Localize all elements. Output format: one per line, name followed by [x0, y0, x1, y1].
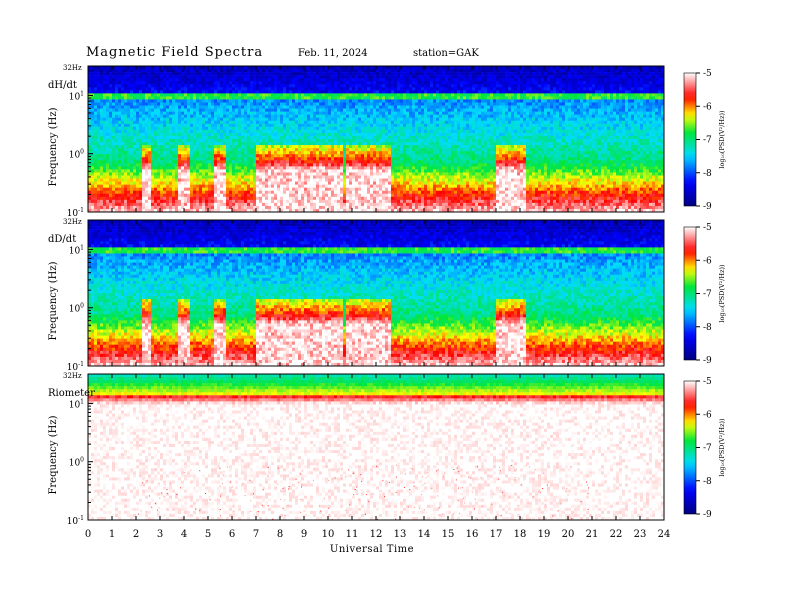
- x-tick-label: 8: [277, 529, 283, 540]
- x-tick-label: 22: [610, 529, 623, 540]
- x-tick-label: 20: [562, 529, 575, 540]
- x-tick-label: 19: [538, 529, 551, 540]
- x-tick-label: 6: [229, 529, 235, 540]
- y-tick-label: 10-1: [67, 515, 84, 527]
- colorbar-tick-label: -6: [703, 102, 712, 112]
- y-tick-label: 100: [69, 303, 84, 315]
- colorbar-tick-label: -9: [703, 510, 712, 520]
- colorbar-gradient: [683, 380, 697, 515]
- colorbar-tick-label: -7: [703, 444, 712, 454]
- colorbar-tick-label: -8: [703, 169, 712, 179]
- colorbar-tick-label: -8: [703, 477, 712, 487]
- y-tick-label: 101: [69, 398, 84, 410]
- x-tick-label: 7: [253, 529, 259, 540]
- colorbar-label: log₁₀(PSD(V²/Hz)): [718, 264, 726, 323]
- y-tick-label: 10-1: [67, 207, 84, 219]
- x-tick-label: 18: [514, 529, 527, 540]
- colorbar-tick-label: -9: [703, 202, 712, 212]
- y-tick-label: 10-1: [67, 361, 84, 373]
- colorbar-tick-label: -9: [703, 356, 712, 366]
- y-axis-label: Frequency (Hz): [48, 415, 59, 494]
- x-tick-label: 15: [442, 529, 455, 540]
- x-tick-label: 5: [205, 529, 211, 540]
- spectrogram-image: [88, 66, 664, 212]
- x-tick-label: 1: [109, 529, 115, 540]
- panel-top-label: 32Hz: [63, 218, 82, 226]
- station-label: station=GAK: [413, 48, 479, 59]
- colorbar-tick-label: -5: [703, 223, 712, 233]
- chart-title: Magnetic Field Spectra: [86, 45, 263, 60]
- x-axis-label: Universal Time: [330, 544, 414, 555]
- colorbar-label: log₁₀(PSD(V²/Hz)): [718, 110, 726, 169]
- spectrogram-image: [88, 374, 664, 520]
- colorbar-tick-label: -8: [703, 323, 712, 333]
- colorbar-tick-label: -6: [703, 256, 712, 266]
- y-axis-label: Frequency (Hz): [48, 107, 59, 186]
- spectrogram-panel: dD/dt 32Hz Frequency (Hz) 101 100 10-1: [48, 218, 665, 373]
- colorbar-tick-label: -6: [703, 410, 712, 420]
- panel-label: dH/dt: [48, 80, 77, 91]
- colorbar: -5 -6 -7 -8 -9 log₁₀(PSD(V²/Hz)): [683, 377, 726, 520]
- panel-top-label: 32Hz: [63, 372, 82, 380]
- colorbar-label: log₁₀(PSD(V²/Hz)): [718, 418, 726, 477]
- x-tick-label: 17: [490, 529, 503, 540]
- colorbar-tick-label: -7: [703, 290, 712, 300]
- panel-label: dD/dt: [48, 234, 76, 245]
- y-tick-label: 101: [69, 244, 84, 256]
- colorbar: -5 -6 -7 -8 -9 log₁₀(PSD(V²/Hz)): [683, 223, 726, 366]
- x-tick-label: 13: [394, 529, 407, 540]
- x-tick-label: 12: [370, 529, 383, 540]
- x-tick-label: 3: [157, 529, 163, 540]
- panel-label: Riometer: [48, 388, 95, 399]
- spectrogram-panel: dH/dt 32Hz Frequency (Hz) 101 100 10-1: [48, 64, 665, 219]
- y-tick-label: 100: [69, 149, 84, 161]
- panel-top-label: 32Hz: [63, 64, 82, 72]
- x-tick-label: 9: [301, 529, 307, 540]
- x-tick-label: 24: [658, 529, 671, 540]
- x-tick-label: 4: [181, 529, 187, 540]
- x-tick-label: 11: [346, 529, 359, 540]
- y-tick-label: 100: [69, 457, 84, 469]
- y-axis-label: Frequency (Hz): [48, 261, 59, 340]
- x-tick-label: 2: [133, 529, 139, 540]
- colorbar: -5 -6 -7 -8 -9 log₁₀(PSD(V²/Hz)): [683, 69, 726, 212]
- x-tick-label: 10: [322, 529, 335, 540]
- x-tick-label: 14: [418, 529, 431, 540]
- colorbar-gradient: [683, 226, 697, 361]
- x-tick-label: 21: [586, 529, 599, 540]
- y-tick-label: 101: [69, 90, 84, 102]
- spectrogram-panel: Riometer 32Hz Frequency (Hz) 101 100 10-1: [48, 372, 665, 527]
- colorbar-tick-label: -5: [703, 69, 712, 79]
- x-tick-label: 23: [634, 529, 647, 540]
- chart-date: Feb. 11, 2024: [298, 48, 368, 59]
- colorbar-tick-label: -5: [703, 377, 712, 387]
- colorbar-gradient: [683, 72, 697, 207]
- x-tick-label: 0: [85, 529, 91, 540]
- colorbar-tick-label: -7: [703, 136, 712, 146]
- spectrogram-image: [88, 220, 664, 366]
- x-tick-label: 16: [466, 529, 479, 540]
